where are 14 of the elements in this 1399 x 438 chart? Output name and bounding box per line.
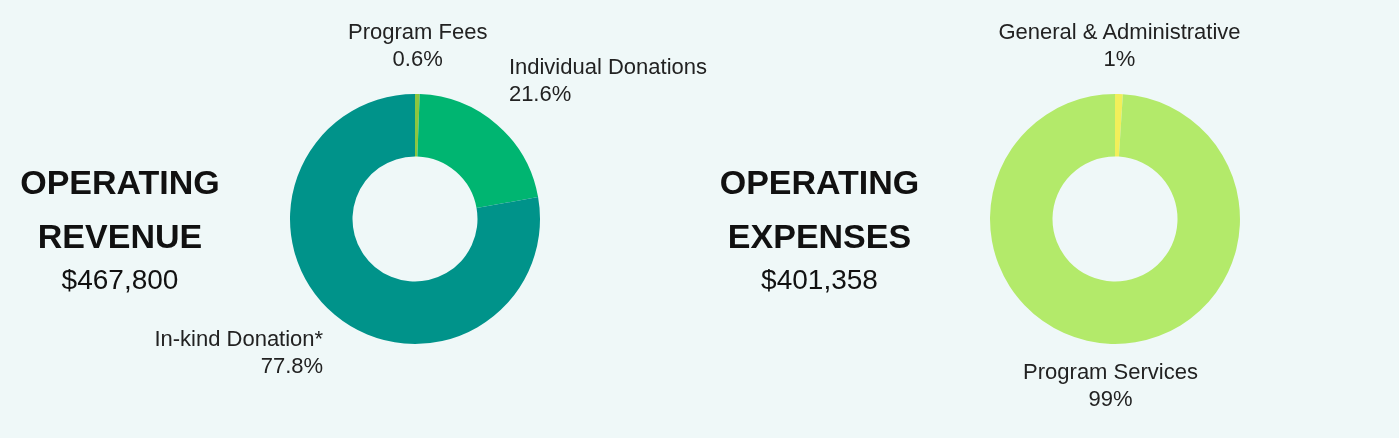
data-label: 77.8% [260, 352, 324, 378]
text: OPERATING REVENUE [19, 162, 221, 257]
data-label: 0.6% [392, 46, 443, 72]
text: OPERATING EXPENSES [718, 162, 921, 257]
slice-label: In-kind Donation* [154, 325, 324, 351]
data-label: 1% [1103, 46, 1135, 72]
slice-label: Individual Donations [508, 54, 708, 80]
slice-label: Program Fees [348, 19, 488, 45]
text: $401,358 [760, 263, 879, 297]
text: $467,800 [60, 263, 180, 297]
data-label: 21.6% [508, 81, 572, 107]
slice-label: General & Administrative [997, 19, 1241, 45]
data-label: 99% [1087, 385, 1133, 411]
slice-label: Program Services [1022, 358, 1198, 384]
